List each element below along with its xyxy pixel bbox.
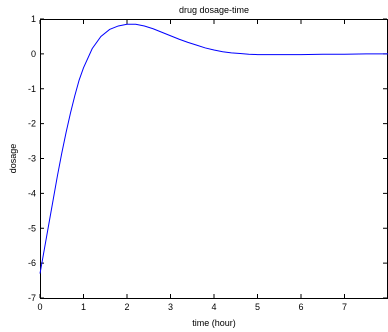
- y-axis: 1 0 -1 -2 -3 -4 -5 -6 -7: [28, 14, 387, 303]
- y-tick-label: -5: [28, 223, 36, 233]
- x-tick-label: 6: [298, 302, 303, 312]
- x-tick-label: 0: [37, 302, 42, 312]
- y-tick-label: -4: [28, 188, 36, 198]
- x-tick-label: 2: [124, 302, 129, 312]
- y-tick-label: -3: [28, 154, 36, 164]
- x-tick-label: 5: [255, 302, 260, 312]
- y-tick-label: 1: [31, 14, 36, 24]
- y-tick-label: -7: [28, 293, 36, 303]
- series-line: [39, 23, 388, 274]
- x-axis: 0 1 2 3 4 5 6 7: [37, 20, 347, 312]
- series-layer: [39, 23, 388, 274]
- chart-title: drug dosage-time: [179, 5, 249, 15]
- y-axis-label: dosage: [8, 144, 18, 174]
- x-tick-label: 3: [168, 302, 173, 312]
- y-tick-label: -1: [28, 84, 36, 94]
- x-tick-label: 7: [342, 302, 347, 312]
- plot-area: [40, 19, 388, 299]
- y-tick-label: 0: [31, 49, 36, 59]
- y-tick-label: -6: [28, 258, 36, 268]
- y-tick-label: -2: [28, 119, 36, 129]
- x-tick-label: 1: [81, 302, 86, 312]
- x-tick-label: 4: [211, 302, 216, 312]
- x-axis-label: time (hour): [192, 318, 236, 328]
